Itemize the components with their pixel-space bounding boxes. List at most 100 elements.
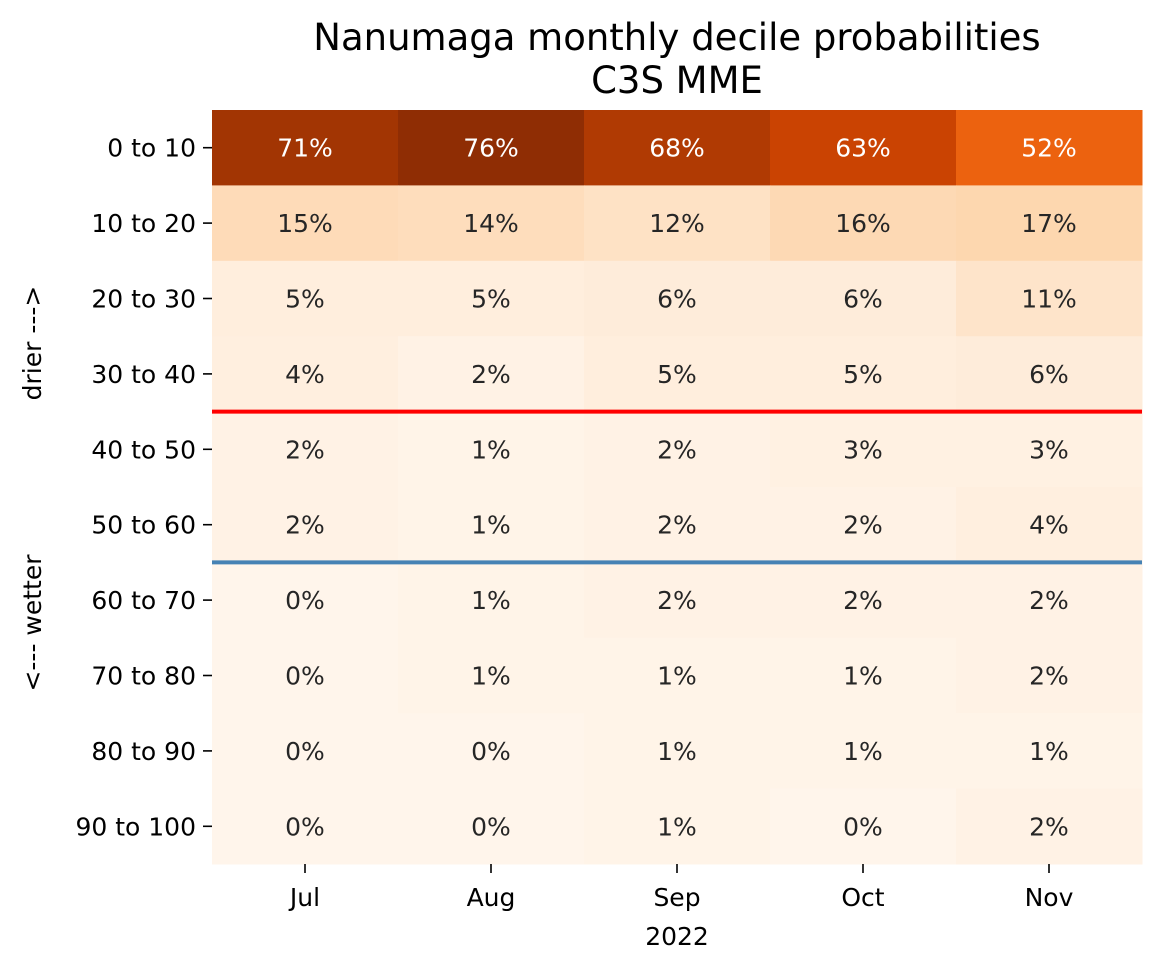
y-tick-label: 60 to 70 (91, 586, 196, 615)
chart-title: Nanumaga monthly decile probabilities (313, 16, 1040, 59)
heatmap-cell (770, 562, 957, 639)
cell-value-label: 0% (285, 737, 325, 766)
cell-value-label: 0% (285, 662, 325, 691)
cell-value-label: 0% (843, 812, 883, 841)
heatmap-cell (212, 637, 399, 714)
heatmap-cell (398, 788, 585, 865)
heatmap-cell (212, 788, 399, 865)
y-tick-label: 40 to 50 (91, 435, 196, 464)
x-tick-label: Sep (653, 883, 700, 912)
cell-value-label: 4% (285, 360, 325, 389)
cell-value-label: 6% (843, 285, 883, 314)
cell-value-label: 5% (843, 360, 883, 389)
y-tick-label: 30 to 40 (91, 360, 196, 389)
cell-value-label: 1% (471, 511, 511, 540)
cell-value-label: 2% (285, 435, 325, 464)
heatmap-cells (212, 110, 1143, 865)
cell-value-label: 5% (657, 360, 697, 389)
heatmap-cell (770, 637, 957, 714)
heatmap-cell-labels: 71% 76% 68% 63% 52% 15% 14% 12% 16% 17% 5% 5% 6% 6% 11… (277, 134, 1077, 842)
cell-value-label: 2% (657, 511, 697, 540)
heatmap-cell (584, 487, 771, 563)
x-tick-label: Nov (1025, 883, 1074, 912)
heatmap-cell (212, 487, 399, 563)
heatmap-cell (584, 713, 771, 790)
cell-value-label: 16% (835, 209, 891, 238)
heatmap-cell (956, 110, 1143, 186)
heatmap-cell (956, 788, 1143, 865)
cell-value-label: 1% (657, 812, 697, 841)
cell-value-label: 1% (657, 737, 697, 766)
heatmap-cell (212, 562, 399, 639)
heatmap-cell (956, 411, 1143, 488)
x-tick-label: Jul (288, 883, 320, 912)
cell-value-label: 1% (657, 662, 697, 691)
cell-value-label: 2% (657, 435, 697, 464)
heatmap-cell (584, 260, 771, 337)
cell-value-label: 71% (277, 134, 333, 163)
cell-value-label: 4% (1029, 511, 1069, 540)
heatmap-cell (398, 110, 585, 186)
heatmap-cell (770, 185, 957, 262)
heatmap-cell (212, 260, 399, 337)
y-tick-label: 50 to 60 (91, 511, 196, 540)
heatmap-cell (770, 487, 957, 563)
cell-value-label: 1% (843, 737, 883, 766)
heatmap-cell (770, 336, 957, 413)
cell-value-label: 11% (1021, 285, 1077, 314)
heatmap-cell (212, 185, 399, 262)
cell-value-label: 2% (1029, 662, 1069, 691)
cell-value-label: 1% (471, 435, 511, 464)
heatmap-cell (584, 562, 771, 639)
heatmap-cell (956, 336, 1143, 413)
y-axis-label-wetter: <--- wetter (18, 554, 47, 692)
heatmap-cell (398, 411, 585, 488)
heatmap-cell (212, 110, 399, 186)
cell-value-label: 5% (471, 285, 511, 314)
y-axis-label-drier: drier ---> (18, 286, 47, 401)
x-tick-label: Aug (467, 883, 516, 912)
heatmap-cell (770, 260, 957, 337)
cell-value-label: 1% (1029, 737, 1069, 766)
cell-value-label: 2% (285, 511, 325, 540)
y-tick-label: 90 to 100 (75, 812, 196, 841)
y-axis: 0 to 10 10 to 20 20 to 30 30 to 40 40 to 50 5… (75, 134, 212, 841)
cell-value-label: 1% (843, 662, 883, 691)
heatmap-cell (398, 487, 585, 563)
x-tick-label: Oct (841, 883, 884, 912)
heatmap-cell (770, 713, 957, 790)
heatmap-cell (956, 637, 1143, 714)
y-tick-label: 20 to 30 (91, 285, 196, 314)
y-tick-label: 10 to 20 (91, 209, 196, 238)
cell-value-label: 12% (649, 209, 705, 238)
heatmap-cell (584, 411, 771, 488)
heatmap-cell (212, 713, 399, 790)
heatmap-cell (584, 110, 771, 186)
heatmap-cell (956, 260, 1143, 337)
x-axis-label: 2022 (645, 922, 709, 951)
y-tick-label: 0 to 10 (107, 134, 196, 163)
cell-value-label: 1% (471, 662, 511, 691)
heatmap-cell (584, 788, 771, 865)
heatmap-cell (212, 411, 399, 488)
y-tick-label: 80 to 90 (91, 737, 196, 766)
heatmap-cell (398, 185, 585, 262)
cell-value-label: 2% (471, 360, 511, 389)
cell-value-label: 2% (843, 586, 883, 615)
heatmap-cell (956, 487, 1143, 563)
heatmap-cell (398, 713, 585, 790)
cell-value-label: 2% (657, 586, 697, 615)
cell-value-label: 15% (277, 209, 333, 238)
cell-value-label: 3% (843, 435, 883, 464)
cell-value-label: 2% (843, 511, 883, 540)
heatmap-cell (398, 336, 585, 413)
cell-value-label: 14% (463, 209, 519, 238)
cell-value-label: 0% (285, 812, 325, 841)
heatmap-cell (770, 110, 957, 186)
heatmap-cell (398, 260, 585, 337)
heatmap-cell (956, 185, 1143, 262)
cell-value-label: 52% (1021, 134, 1077, 163)
x-axis: Jul Aug Sep Oct Nov (288, 864, 1074, 912)
cell-value-label: 1% (471, 586, 511, 615)
